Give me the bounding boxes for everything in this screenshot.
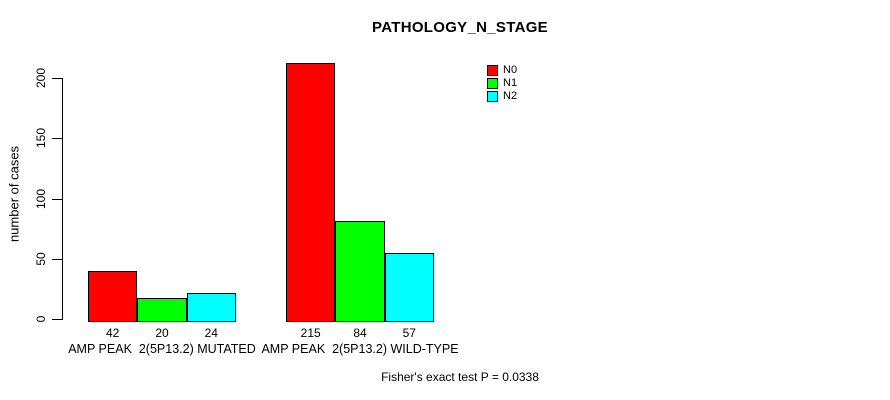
- x-category-label-wild-type: AMP PEAK 2(5P13.2) WILD-TYPE: [261, 342, 459, 356]
- y-tick-label: 50: [34, 252, 48, 266]
- y-axis-title: number of cases: [6, 145, 22, 243]
- bar-n2-mutated: [186, 293, 236, 322]
- legend: N0 N1 N2: [487, 64, 517, 103]
- bar-value-label: 215: [300, 326, 321, 340]
- bar-value-label: 20: [155, 326, 169, 340]
- legend-row: N0: [487, 64, 517, 77]
- footer-annotation: Fisher's exact test P = 0.0338: [381, 370, 539, 384]
- bar-value-label: 57: [402, 326, 416, 340]
- y-axis-line: [62, 78, 63, 320]
- y-tick-label: 150: [34, 127, 48, 149]
- bar-value-label: 24: [204, 326, 218, 340]
- y-tick-line: [52, 78, 62, 79]
- bar-n1-wild-type: [335, 221, 385, 322]
- legend-swatch-n0: [487, 65, 498, 76]
- y-tick-line: [52, 259, 62, 260]
- legend-swatch-n1: [487, 78, 498, 89]
- y-tick-line: [52, 319, 62, 320]
- legend-swatch-n2: [487, 91, 498, 102]
- legend-row: N2: [487, 90, 517, 103]
- bar-value-label: 42: [106, 326, 120, 340]
- y-tick-label: 100: [34, 188, 48, 210]
- legend-row: N1: [487, 77, 517, 90]
- bar-n0-wild-type: [286, 63, 336, 322]
- chart-title: PATHOLOGY_N_STAGE: [372, 19, 548, 36]
- y-tick-label: 200: [34, 67, 48, 89]
- bar-n2-wild-type: [384, 253, 434, 322]
- bar-value-label: 84: [353, 326, 367, 340]
- y-tick-label: 0: [34, 315, 48, 323]
- bar-n0-mutated: [88, 271, 138, 322]
- legend-label-n0: N0: [503, 64, 518, 76]
- x-category-label-mutated: AMP PEAK 2(5P13.2) MUTATED: [68, 342, 256, 356]
- legend-label-n1: N1: [503, 77, 518, 89]
- legend-label-n2: N2: [503, 90, 518, 102]
- y-tick-line: [52, 138, 62, 139]
- y-tick-line: [52, 199, 62, 200]
- bar-n1-mutated: [137, 298, 187, 322]
